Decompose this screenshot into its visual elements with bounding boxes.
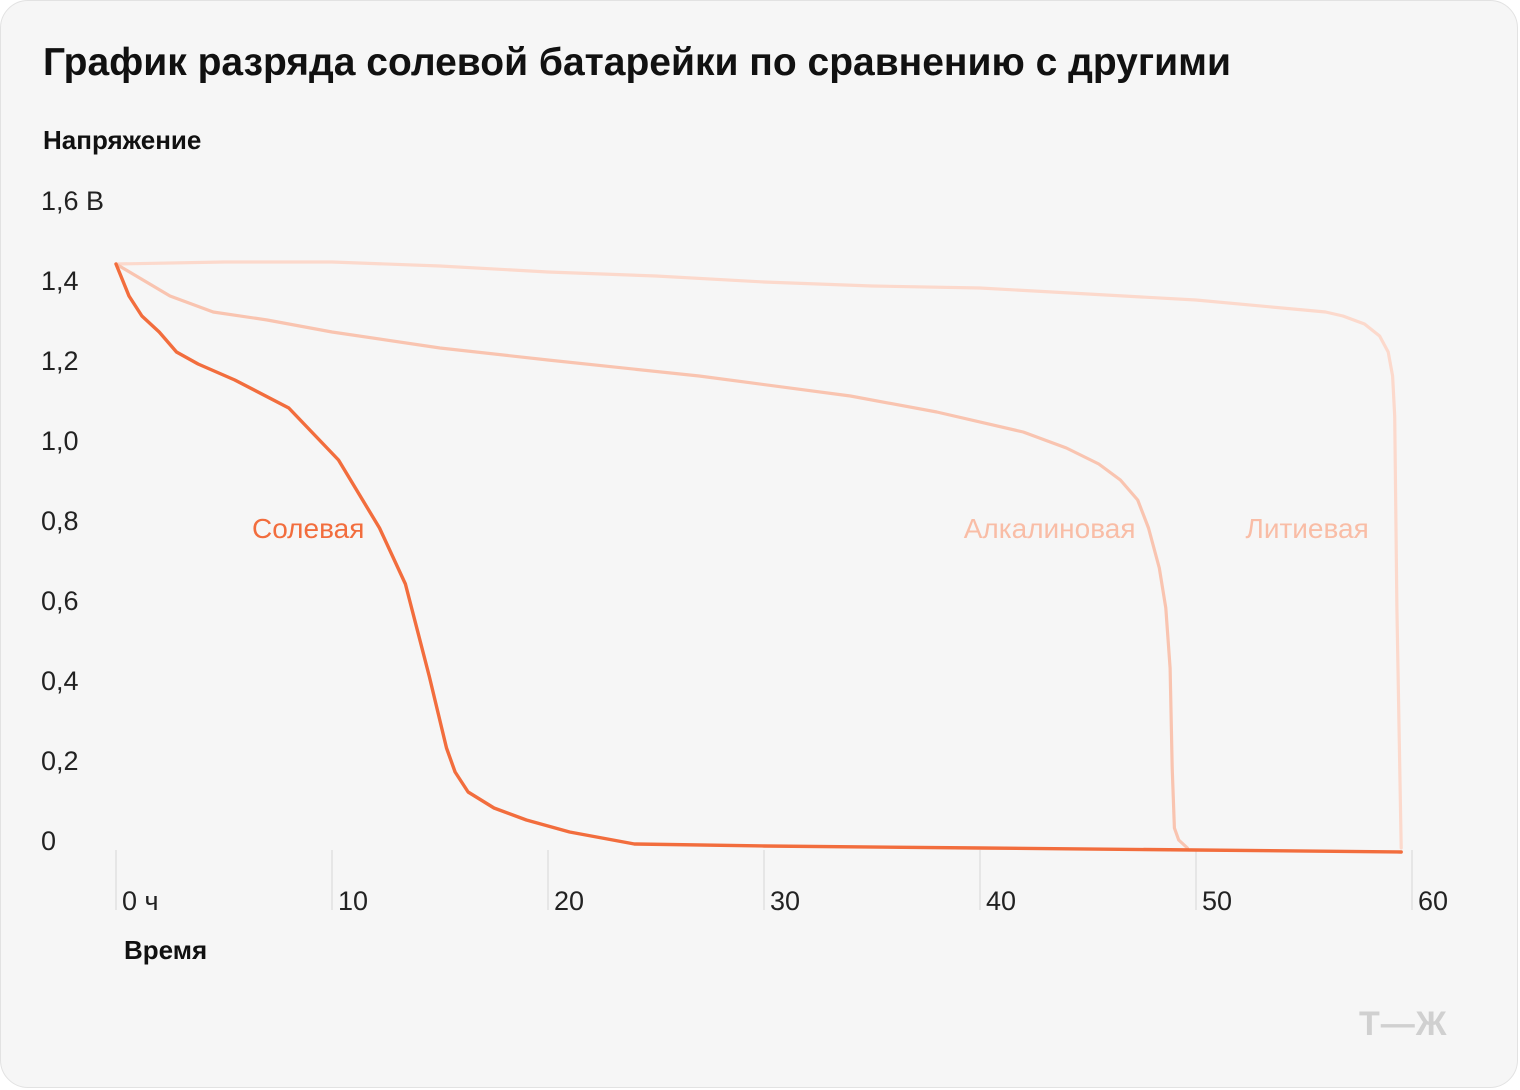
y-tick-label: 1,0 [41,426,79,456]
x-tick-label: 30 [770,886,800,916]
series-label-salt: Солевая [252,513,364,544]
y-tick-label: 1,6 В [41,186,104,216]
y-tick-label: 0,2 [41,746,79,776]
chart-title: График разряда солевой батарейки по срав… [43,41,1231,84]
x-tick-label: 0 ч [122,886,159,916]
x-tick-label: 50 [1202,886,1232,916]
y-tick-label: 1,4 [41,266,79,296]
x-tick-label: 40 [986,886,1016,916]
series-label-alkaline: Алкалиновая [964,513,1136,544]
x-tick-label: 10 [338,886,368,916]
x-axis-label: Время [124,935,208,965]
tzh-logo: Т—Ж [1359,1005,1448,1043]
y-tick-label: 0,4 [41,666,79,696]
series-line-salt [114,262,1403,854]
y-tick-label: 0,6 [41,586,79,616]
x-tick-label: 20 [554,886,584,916]
series-line-alkaline [114,262,1190,850]
series-line-lithium [114,260,1403,850]
x-tick-label: 60 [1418,886,1448,916]
series-label-lithium: Литиевая [1245,513,1368,544]
y-tick-label: 0 [41,826,56,856]
y-tick-label: 0,8 [41,506,79,536]
y-axis-label: Напряжение [43,125,202,155]
y-tick-label: 1,2 [41,346,79,376]
